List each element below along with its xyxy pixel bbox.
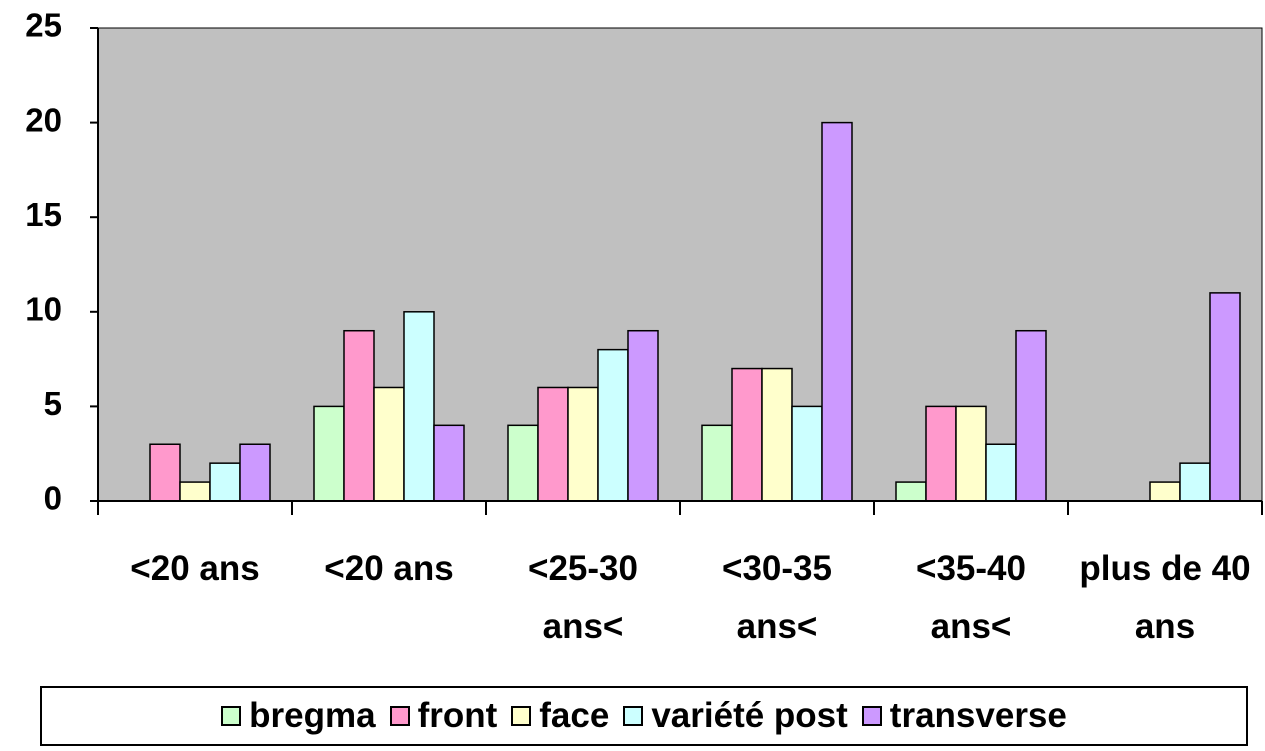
bar	[209, 462, 241, 502]
bar	[313, 405, 345, 502]
bar	[821, 121, 853, 502]
legend-item: front	[389, 696, 498, 736]
x-tick-label: plus de 40 ans	[1079, 549, 1251, 646]
plot-area	[98, 28, 1262, 501]
legend-swatch	[623, 706, 644, 726]
legend-label: front	[417, 696, 498, 735]
legend-label: face	[539, 696, 610, 735]
bar	[507, 424, 539, 502]
bar	[925, 405, 957, 502]
x-tick-label: <20 ans	[324, 549, 454, 588]
bar	[567, 386, 599, 502]
bar	[1015, 329, 1047, 502]
bar	[731, 367, 763, 502]
legend: bregma front face variété post transverse	[40, 686, 1248, 746]
y-tick-label: 20	[25, 101, 62, 138]
bar	[373, 386, 405, 502]
bar	[761, 367, 793, 502]
bar	[433, 424, 465, 502]
bar	[179, 481, 211, 502]
bar	[403, 311, 435, 502]
bar	[149, 443, 181, 502]
y-tick-label: 15	[25, 196, 62, 233]
legend-item: bregma	[221, 696, 376, 736]
bar	[537, 386, 569, 502]
bar	[1179, 462, 1211, 502]
legend-swatch	[389, 706, 410, 726]
y-tick-label: 10	[25, 291, 62, 328]
legend-swatch	[221, 706, 242, 726]
legend-swatch	[861, 706, 882, 726]
bar	[343, 329, 375, 502]
bar	[895, 481, 927, 502]
bar	[701, 424, 733, 502]
x-tick-label: <20 ans	[130, 549, 260, 588]
bar	[239, 443, 271, 502]
legend-label: transverse	[889, 696, 1067, 735]
legend-swatch	[511, 706, 532, 726]
bar	[597, 348, 629, 502]
x-tick-label: <30-35 ans<	[722, 549, 832, 646]
legend-label: variété post	[651, 696, 848, 735]
bar	[985, 443, 1017, 502]
bar	[1149, 481, 1181, 502]
bar	[955, 405, 987, 502]
y-tick-label: 0	[44, 480, 62, 517]
bar	[791, 405, 823, 502]
bar	[1209, 292, 1241, 502]
x-tick-label: <25-30 ans<	[528, 549, 638, 646]
y-tick-label: 5	[44, 385, 62, 422]
bar	[627, 329, 659, 502]
y-tick-label: 25	[25, 7, 62, 44]
legend-item: face	[511, 696, 609, 736]
plot-border	[97, 27, 1263, 502]
legend-label: bregma	[249, 696, 376, 735]
legend-item: variété post	[623, 696, 848, 736]
x-tick-label: <35-40 ans<	[916, 549, 1026, 646]
legend-item: transverse	[861, 696, 1067, 736]
